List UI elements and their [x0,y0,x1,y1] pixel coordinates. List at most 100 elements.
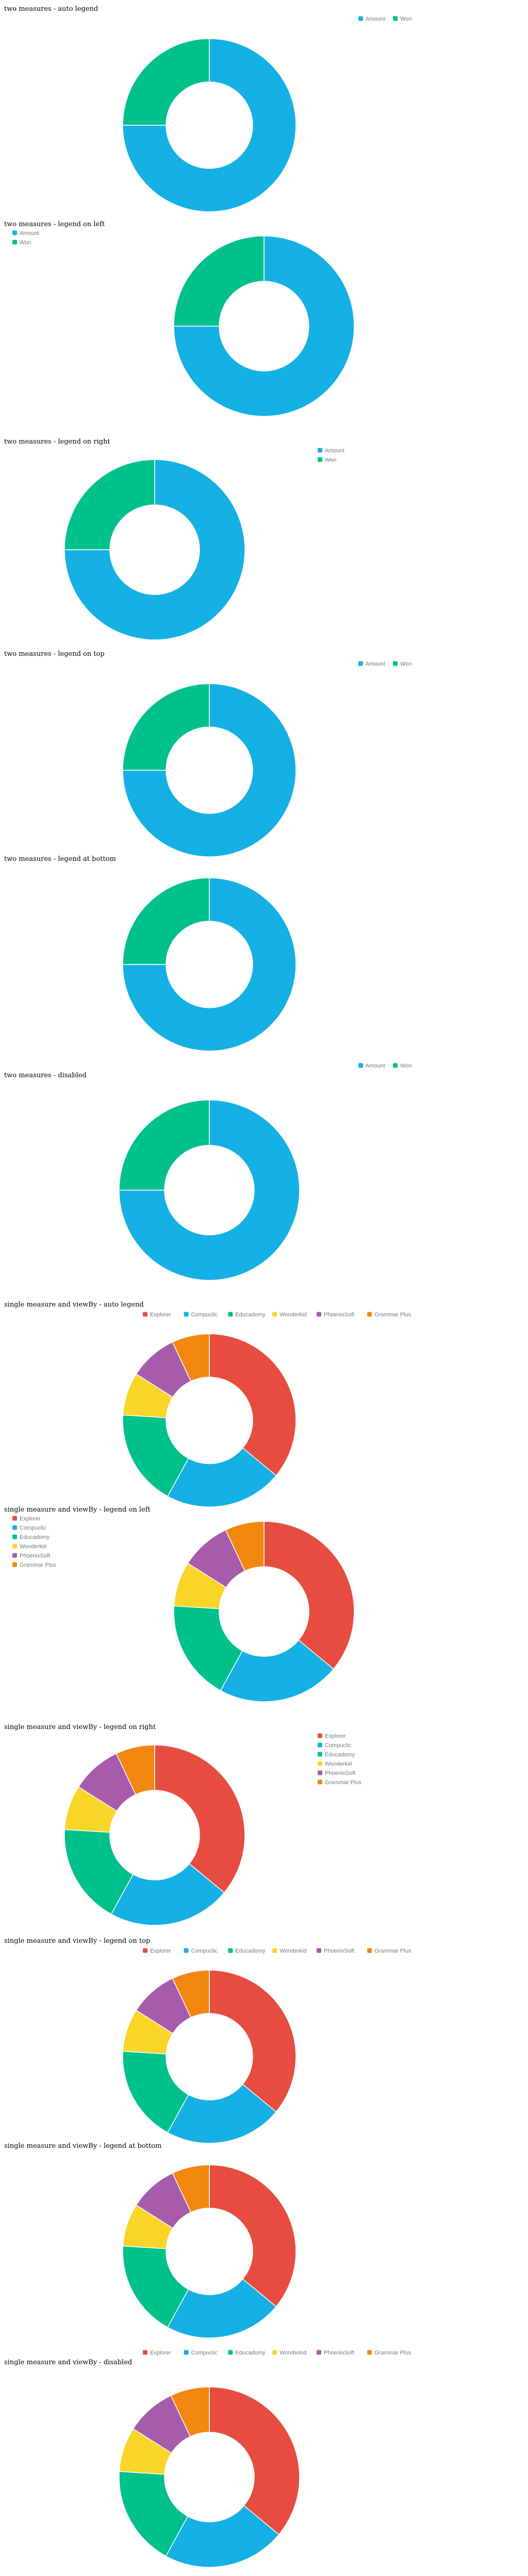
slice-explorer[interactable] [209,2164,296,2308]
slice-compuclic[interactable] [167,2083,277,2144]
legend-swatch [228,2350,233,2355]
slice-explorer[interactable] [154,1744,245,1893]
slice-amount[interactable] [122,877,296,1052]
slice-explorer[interactable] [209,2386,300,2535]
legend-item-wonderkid[interactable]: Wonderkid [318,1761,352,1767]
slice-amount[interactable] [122,38,296,212]
slice-grammar-plus[interactable] [172,1333,210,1382]
slice-educadomy[interactable] [173,1605,243,1691]
legend-label: Grammar Plus [374,1948,411,1954]
slice-grammar-plus[interactable] [225,1521,265,1572]
legend-item-explorer[interactable]: Explorer [143,2350,171,2356]
legend-item-grammar-plus[interactable]: Grammar Plus [367,2350,411,2356]
chart-title: two measures - legend on top [4,650,105,658]
slice-educadomy[interactable] [122,2050,189,2133]
slice-won[interactable] [119,1099,210,1191]
slice-grammar-plus[interactable] [116,1744,155,1795]
legend-label: Compuclic [191,1948,218,1954]
slice-amount[interactable] [122,683,296,857]
slice-educadomy[interactable] [122,1414,189,1497]
legend-item-grammar-plus[interactable]: Grammar Plus [367,1312,411,1318]
legend-item-grammar-plus[interactable]: Grammar Plus [318,1780,361,1786]
legend-swatch [12,1525,17,1530]
legend-item-grammar-plus[interactable]: Grammar Plus [12,1562,56,1568]
legend-item-wonderkid[interactable]: Wonderkid [272,1948,307,1954]
legend-item-educadomy[interactable]: Educadomy [228,1312,266,1318]
slice-amount[interactable] [119,1099,300,1281]
slice-grammar-plus[interactable] [170,2386,210,2437]
donut-chart: Explorer Compuclic Educadomy Wonderkid Phoen… [122,1948,411,2144]
legend-item-amount[interactable]: Amount [318,448,344,454]
legend-item-phoenixsoft[interactable]: PhoenixSoft [317,2350,354,2356]
slice-amount[interactable] [173,235,355,417]
slice-compuclic[interactable] [167,1447,277,1507]
legend-item-won[interactable]: Won [318,457,336,463]
legend-item-amount[interactable]: Amount [358,1063,385,1069]
slice-compuclic[interactable] [220,1639,334,1702]
legend-swatch [318,1733,322,1738]
legend-item-wonderkid[interactable]: Wonderkid [272,2350,307,2356]
chart-title: two measures - legend on right [4,438,110,446]
legend-item-amount[interactable]: Amount [358,16,385,22]
legend-label: Wonderkid [325,1761,352,1767]
legend-item-compuclic[interactable]: Compuclic [184,1948,218,1954]
legend-item-explorer[interactable]: Explorer [143,1312,171,1318]
legend-item-amount[interactable]: Amount [12,230,39,236]
slice-won[interactable] [122,877,210,965]
legend-item-educadomy[interactable]: Educadomy [228,1948,266,1954]
slice-educadomy[interactable] [122,2245,189,2328]
legend-item-explorer[interactable]: Explorer [143,1948,171,1954]
slice-grammar-plus[interactable] [172,2164,210,2213]
legend-item-phoenixsoft[interactable]: PhoenixSoft [12,1553,50,1559]
legend-item-explorer[interactable]: Explorer [12,1516,41,1522]
legend-item-compuclic[interactable]: Compuclic [12,1525,46,1531]
legend-swatch [318,448,322,453]
legend-item-phoenixsoft[interactable]: PhoenixSoft [318,1770,355,1776]
slice-amount[interactable] [64,459,245,640]
slice-won[interactable] [122,38,210,126]
legend-item-won[interactable]: Won [393,661,412,667]
legend-item-educadomy[interactable]: Educadomy [318,1752,355,1758]
chart-title: single measure and viewBy - legend at bo… [4,2142,162,2150]
legend-item-grammar-plus[interactable]: Grammar Plus [367,1948,411,1954]
legend-item-compuclic[interactable]: Compuclic [318,1742,352,1749]
legend-item-compuclic[interactable]: Compuclic [184,2350,218,2356]
legend: Amount Won [358,661,412,667]
slice-educadomy[interactable] [119,2471,189,2557]
legend-label: Explorer [150,1312,171,1318]
legend-swatch [318,1761,322,1766]
slice-won[interactable] [64,459,155,550]
slice-compuclic[interactable] [165,2505,279,2568]
legend-item-wonderkid[interactable]: Wonderkid [12,1544,46,1550]
chart-section: single measure and viewBy - legend on to… [0,1937,528,2151]
legend-item-won[interactable]: Won [393,1063,412,1069]
legend-item-wonderkid[interactable]: Wonderkid [272,1312,307,1318]
legend-swatch [12,1562,17,1567]
legend-item-won[interactable]: Won [12,240,31,246]
legend-item-phoenixsoft[interactable]: PhoenixSoft [317,1312,354,1318]
legend-label: Educadomy [235,1312,266,1318]
slice-explorer[interactable] [263,1521,355,1670]
legend-swatch [272,1312,277,1317]
legend-swatch [12,1516,17,1521]
slice-grammar-plus[interactable] [172,1970,210,2018]
slice-educadomy[interactable] [64,1829,134,1915]
legend-item-explorer[interactable]: Explorer [318,1733,346,1739]
legend-item-amount[interactable]: Amount [358,661,385,667]
legend-item-educadomy[interactable]: Educadomy [228,2350,266,2356]
legend-item-won[interactable]: Won [393,16,412,22]
slice-explorer[interactable] [209,1970,296,2113]
legend-label: Won [20,240,31,246]
legend-swatch [143,1948,147,1953]
legend-swatch [358,16,363,21]
legend-item-educadomy[interactable]: Educadomy [12,1534,50,1540]
legend-label: PhoenixSoft [20,1553,50,1559]
slice-won[interactable] [122,683,210,771]
legend-item-compuclic[interactable]: Compuclic [184,1312,218,1318]
legend-item-phoenixsoft[interactable]: PhoenixSoft [317,1948,354,1954]
slice-compuclic[interactable] [167,2278,277,2338]
slice-won[interactable] [173,235,265,327]
slice-explorer[interactable] [209,1333,296,1477]
slice-compuclic[interactable] [110,1863,225,1926]
legend-swatch [12,1544,17,1549]
